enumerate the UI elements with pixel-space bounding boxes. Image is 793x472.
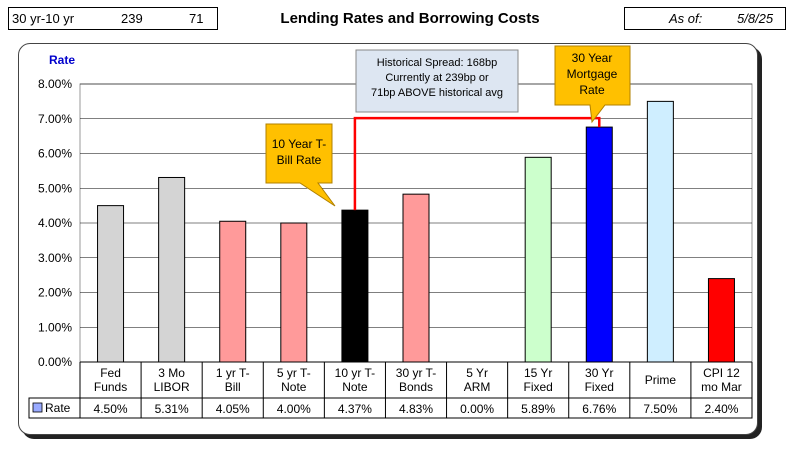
data-label: 5.31%: [155, 402, 189, 416]
spread-label: 30 yr-10 yr: [12, 11, 75, 26]
data-label: 4.00%: [277, 402, 311, 416]
data-label: 4.50%: [94, 402, 128, 416]
page-title: Lending Rates and Borrowing Costs: [280, 10, 540, 27]
bar: [402, 193, 430, 363]
x-tick-label: Fixed: [585, 380, 614, 394]
x-tick-label: 15 Yr: [524, 366, 552, 380]
bar: [585, 126, 613, 363]
bar: [158, 176, 186, 363]
callout-mortgage: [554, 45, 631, 124]
callout-mortgage-text: Rate: [579, 83, 605, 97]
bar: [280, 222, 308, 363]
x-tick-label: 5 yr T-: [277, 366, 311, 380]
x-tick-label: ARM: [464, 380, 491, 394]
callout-hist-text: Historical Spread: 168bp: [377, 57, 497, 69]
data-label: 4.05%: [216, 402, 250, 416]
callout-hist-text: Currently at 239bp or: [385, 72, 489, 84]
x-tick-label: Funds: [94, 380, 127, 394]
x-tick-label: 30 yr T-: [396, 366, 436, 380]
x-tick-label: 10 yr T-: [335, 366, 375, 380]
callout-hist-spread: [355, 49, 519, 113]
bar: [341, 209, 369, 363]
y-tick-label: 4.00%: [38, 216, 72, 230]
callout-hist-text: 71bp ABOVE historical avg: [371, 87, 503, 99]
y-tick-label: 1.00%: [38, 320, 72, 334]
as-of-label: As of:: [669, 11, 703, 26]
spread-line: [353, 116, 601, 211]
y-tick-label: 2.00%: [38, 286, 72, 300]
callout-tbill-text: Bill Rate: [277, 153, 322, 167]
callout-mortgage-text: Mortgage: [567, 67, 618, 81]
x-tick-label: Prime: [645, 373, 677, 387]
callout-tbill: [265, 123, 336, 207]
y-tick-label: 5.00%: [38, 181, 72, 195]
callout-mortgage-text: 30 Year: [572, 51, 613, 65]
legend-label: Rate: [45, 401, 71, 415]
x-tick-label: 1 yr T-: [216, 366, 250, 380]
data-label: 6.76%: [582, 402, 616, 416]
legend-swatch: [32, 402, 43, 413]
data-label: 7.50%: [643, 402, 677, 416]
spread-above-value: 71: [189, 11, 204, 26]
y-tick-label: 0.00%: [38, 355, 72, 369]
y-tick-label: 8.00%: [38, 77, 72, 91]
x-tick-label: Fixed: [524, 380, 553, 394]
x-tick-label: Fed: [100, 366, 121, 380]
data-label: 2.40%: [704, 402, 738, 416]
data-label: 4.83%: [399, 402, 433, 416]
data-label: 5.89%: [521, 402, 555, 416]
spread-current-value: 239: [121, 11, 143, 26]
bar: [524, 156, 552, 363]
data-label: 0.00%: [460, 402, 494, 416]
x-tick-label: CPI 12: [703, 366, 740, 380]
y-axis-title: Rate: [49, 53, 75, 67]
x-tick-label: Bill: [225, 380, 241, 394]
callout-tbill-text: 10 Year T-: [272, 137, 327, 151]
x-tick-label: 5 Yr: [466, 366, 488, 380]
spread-box: 30 yr-10 yr 239 71: [8, 7, 218, 30]
x-tick-label: mo Mar: [701, 380, 742, 394]
y-tick-label: 6.00%: [38, 147, 72, 161]
data-label: 4.37%: [338, 402, 372, 416]
x-tick-label: Note: [342, 380, 368, 394]
bar: [219, 220, 247, 363]
bar: [707, 278, 735, 363]
x-tick-label: 30 Yr: [585, 366, 613, 380]
as-of-box: As of: 5/8/25: [624, 7, 786, 30]
x-tick-label: Bonds: [399, 380, 433, 394]
y-tick-label: 7.00%: [38, 112, 72, 126]
as-of-date: 5/8/25: [737, 11, 774, 26]
y-tick-label: 3.00%: [38, 251, 72, 265]
x-tick-label: 3 Mo: [158, 366, 185, 380]
x-tick-label: LIBOR: [154, 380, 190, 394]
bar: [646, 100, 674, 363]
bar: [97, 205, 125, 363]
x-tick-label: Note: [281, 380, 307, 394]
